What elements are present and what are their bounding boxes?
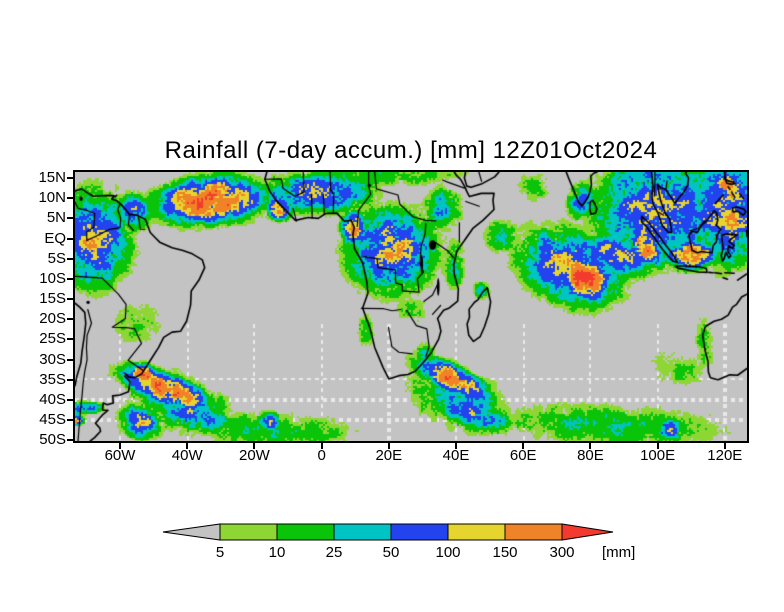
colorbar-tick-label: 100: [435, 544, 460, 561]
colorbar-below-arrow: [162, 523, 221, 541]
lat-tick-label: 10S: [39, 269, 66, 287]
lon-tick-label: 120E: [707, 447, 743, 464]
colorbar-tick-label: 5: [216, 544, 224, 561]
lon-tick-mark: [522, 443, 525, 449]
colorbar-segment: [276, 523, 335, 541]
lon-tick-mark: [723, 443, 726, 449]
colorbar-legend: 5 10 25 50 100 150 300 [mm]: [162, 523, 635, 561]
lat-tick-mark: [67, 237, 74, 240]
lon-tick-label: 20E: [375, 447, 403, 464]
lat-tick-label: 30S: [39, 350, 66, 368]
lat-tick-label: 10N: [38, 189, 66, 207]
lat-tick-mark: [67, 439, 74, 442]
chart-title: Rainfall (7-day accum.) [mm] 12Z01Oct202…: [164, 137, 658, 164]
colorbar-above-arrow: [561, 523, 614, 541]
colorbar-tick-label: 10: [269, 544, 286, 561]
lon-tick-mark: [186, 443, 189, 449]
lat-tick-label: 45S: [39, 411, 66, 429]
lat-tick-label: 25S: [39, 330, 66, 348]
lon-tick-label: 60E: [509, 447, 537, 464]
colorbar-segment: [447, 523, 506, 541]
lat-tick-mark: [67, 298, 74, 301]
colorbar-tick-label: 300: [549, 544, 574, 561]
lat-tick-label: 5S: [47, 249, 66, 267]
lon-tick-mark: [455, 443, 458, 449]
lat-tick-mark: [67, 257, 74, 260]
lat-tick-label: 40S: [39, 390, 66, 408]
colorbar-segment: [333, 523, 392, 541]
lon-tick-label: 60W: [104, 447, 136, 464]
lat-tick-mark: [67, 419, 74, 422]
lon-tick-label: 0: [317, 447, 326, 464]
lat-tick-label: 50S: [39, 431, 66, 449]
colorbar-tick-label: 50: [383, 544, 400, 561]
colorbar-segment: [390, 523, 449, 541]
lat-tick-label: 35S: [39, 370, 66, 388]
lat-tick-label: 15S: [39, 290, 66, 308]
lon-tick-mark: [320, 443, 323, 449]
lat-tick-mark: [67, 318, 74, 321]
lat-tick-mark: [67, 217, 74, 220]
lat-tick-label: 5N: [46, 209, 66, 227]
lon-tick-label: 40E: [442, 447, 470, 464]
colorbar-unit-label: [mm]: [602, 544, 635, 561]
rainfall-map-canvas: [75, 172, 747, 441]
lat-tick-mark: [67, 277, 74, 280]
lat-tick-mark: [67, 177, 74, 180]
lon-tick-mark: [387, 443, 390, 449]
lon-tick-mark: [119, 443, 122, 449]
lon-tick-mark: [656, 443, 659, 449]
lat-tick-mark: [67, 378, 74, 381]
lon-tick-label: 20W: [239, 447, 270, 464]
colorbar-tick-label: 25: [326, 544, 343, 561]
lat-tick-label: EQ: [44, 229, 66, 247]
lat-tick-mark: [67, 197, 74, 200]
lat-tick-mark: [67, 398, 74, 401]
lat-tick-label: 20S: [39, 310, 66, 328]
lon-tick-mark: [589, 443, 592, 449]
colorbar-segment: [219, 523, 278, 541]
lat-tick-label: 15N: [38, 169, 66, 187]
lon-tick-label: 100E: [640, 447, 676, 464]
lon-tick-mark: [253, 443, 256, 449]
lon-tick-label: 40W: [171, 447, 203, 464]
lat-tick-mark: [67, 358, 74, 361]
lat-tick-mark: [67, 338, 74, 341]
lon-tick-label: 80E: [577, 447, 604, 464]
map-frame: [73, 170, 749, 443]
colorbar-segment: [504, 523, 563, 541]
colorbar-tick-label: 150: [492, 544, 517, 561]
